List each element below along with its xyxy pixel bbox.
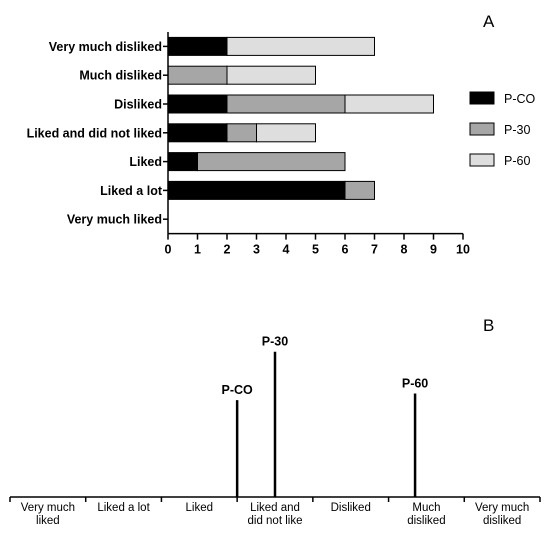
bar-p-30-3 — [226, 123, 257, 143]
x-tick-label-8: 8 — [401, 243, 408, 257]
x-tick-label-2: 2 — [224, 243, 231, 257]
legend-label-p-30: P-30 — [504, 123, 530, 137]
bar-p-60-0 — [226, 36, 375, 56]
scale-label-5-line-1: disliked — [407, 515, 445, 527]
scale-label-3-line-1: did not like — [248, 515, 303, 527]
category-label-2: Disliked — [114, 98, 162, 112]
scale-label-0-line-0: Very much — [21, 502, 75, 514]
x-tick-label-4: 4 — [283, 243, 290, 257]
bar-p-60-1 — [226, 65, 316, 85]
x-tick-label-5: 5 — [312, 243, 319, 257]
bar-p-30-4 — [197, 152, 346, 172]
bar-p-30-2 — [226, 94, 346, 114]
category-label-3: Liked and did not liked — [27, 126, 162, 140]
marker-label-p-30: P-30 — [262, 335, 288, 349]
category-label-4: Liked — [129, 155, 162, 169]
category-label-5: Liked a lot — [100, 184, 163, 198]
x-tick-label-0: 0 — [165, 243, 172, 257]
legend-swatch-p-30 — [469, 122, 495, 136]
panel-b-letter: B — [483, 316, 494, 335]
category-label-0: Very much disliked — [49, 40, 162, 54]
x-tick-label-1: 1 — [194, 243, 201, 257]
legend-label-p-60: P-60 — [504, 154, 530, 168]
bar-p-co-0 — [167, 36, 228, 56]
scale-label-1-line-0: Liked a lot — [97, 502, 150, 514]
scale-label-6-line-0: Very much — [475, 502, 529, 514]
scale-label-6-line-1: disliked — [483, 515, 521, 527]
scale-label-0-line-1: liked — [36, 515, 60, 527]
bar-p-co-4 — [167, 152, 198, 172]
legend-swatch-p-co — [469, 91, 495, 105]
x-tick-label-6: 6 — [342, 243, 349, 257]
x-tick-label-10: 10 — [456, 243, 470, 257]
scale-label-4-line-0: Disliked — [331, 502, 371, 514]
marker-label-p-co: P-CO — [222, 383, 254, 397]
category-label-1: Much disliked — [79, 69, 162, 83]
category-label-6: Very much liked — [67, 213, 162, 227]
marker-label-p-60: P-60 — [402, 376, 428, 390]
legend-swatch-p-60 — [469, 153, 495, 167]
bar-p-30-5 — [344, 180, 375, 200]
scale-label-3-line-0: Liked and — [250, 502, 300, 514]
panel-a-letter: A — [483, 12, 495, 31]
bar-p-co-5 — [167, 180, 346, 200]
bar-p-co-3 — [167, 123, 228, 143]
bar-p-60-3 — [256, 123, 316, 143]
bar-p-60-2 — [344, 94, 434, 114]
x-tick-label-9: 9 — [430, 243, 437, 257]
x-tick-label-3: 3 — [253, 243, 260, 257]
bar-p-co-2 — [167, 94, 228, 114]
bar-p-30-1 — [167, 65, 228, 85]
legend-label-p-co: P-CO — [504, 92, 536, 106]
scale-label-2-line-0: Liked — [186, 502, 214, 514]
scale-label-5-line-0: Much — [412, 502, 440, 514]
chart-a: Very much disliked Much disliked Disliked L… — [27, 32, 536, 257]
x-tick-label-7: 7 — [371, 243, 378, 257]
